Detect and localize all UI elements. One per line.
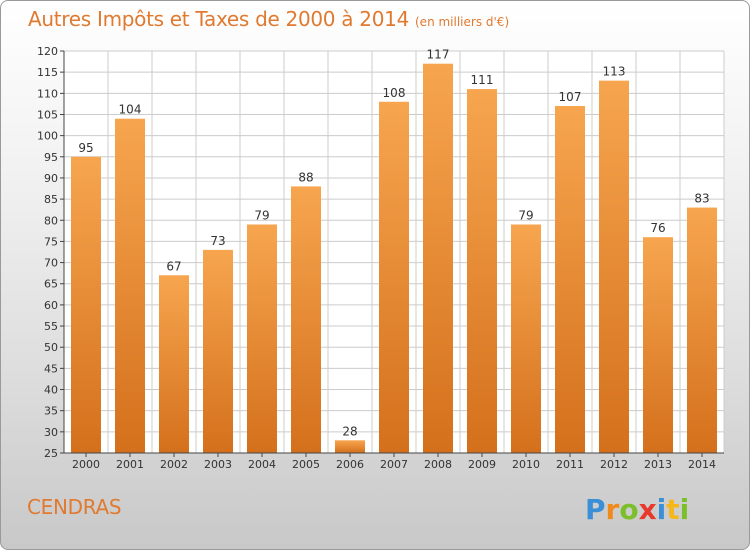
bar-value-label: 95	[78, 141, 93, 155]
bar	[115, 118, 145, 453]
x-tick-label: 2006	[336, 458, 364, 471]
x-tick-label: 2011	[556, 458, 584, 471]
proxiti-logo: Proxiti	[585, 493, 689, 526]
bar-value-label: 107	[559, 90, 582, 104]
x-tick-label: 2004	[248, 458, 276, 471]
bar	[291, 186, 321, 453]
bar-value-label: 88	[298, 170, 313, 184]
bar	[379, 101, 409, 454]
svg-text:Proxiti: Proxiti	[585, 493, 689, 526]
title-main: Autres Impôts et Taxes de 2000 à 2014	[28, 7, 409, 31]
bar	[335, 440, 365, 453]
commune-label: CENDRAS	[27, 495, 122, 519]
bar-value-label: 76	[650, 221, 665, 235]
x-tick-label: 2007	[380, 458, 408, 471]
y-tick-label: 55	[44, 320, 58, 333]
x-tick-label: 2002	[160, 458, 188, 471]
bars: 95 104 67 73 79 88 28 108 117 111 79 107 113 76 83	[71, 48, 717, 454]
bar-value-label: 79	[254, 208, 269, 222]
y-tick-label: 40	[44, 384, 58, 397]
bar-value-label: 73	[210, 234, 225, 248]
x-tick-label: 2009	[468, 458, 496, 471]
title-unit: (en milliers d'€)	[415, 15, 510, 29]
x-tick-label: 2000	[72, 458, 100, 471]
y-tick-label: 115	[37, 66, 58, 79]
y-tick-label: 110	[37, 87, 58, 100]
y-tick-label: 80	[44, 214, 58, 227]
axes: 25 30 35 40 45 50 55 60 65 70 75 80 85 90 95 100 105 110 1…	[37, 45, 724, 471]
bar	[467, 89, 497, 453]
bar-value-label: 83	[694, 192, 709, 206]
bar-value-label: 111	[471, 73, 494, 87]
bar-value-label: 28	[342, 424, 357, 438]
y-tick-label: 60	[44, 299, 58, 312]
y-tick-label: 25	[44, 447, 58, 460]
y-tick-label: 120	[37, 45, 58, 58]
x-tick-label: 2012	[600, 458, 628, 471]
x-tick-label: 2008	[424, 458, 452, 471]
bar-value-label: 108	[383, 86, 406, 100]
y-tick-label: 105	[37, 108, 58, 121]
y-tick-label: 100	[37, 130, 58, 143]
y-tick-label: 45	[44, 362, 58, 375]
x-tick-label: 2010	[512, 458, 540, 471]
y-tick-label: 35	[44, 405, 58, 418]
y-tick-label: 90	[44, 172, 58, 185]
bar	[599, 80, 629, 453]
bar	[203, 249, 233, 453]
y-tick-label: 85	[44, 193, 58, 206]
x-tick-label: 2014	[688, 458, 716, 471]
bar	[511, 224, 541, 453]
bar	[687, 207, 717, 453]
bar	[555, 106, 585, 453]
x-tick-label: 2005	[292, 458, 320, 471]
chart-title: Autres Impôts et Taxes de 2000 à 2014 (en…	[28, 7, 509, 31]
x-tick-label: 2003	[204, 458, 232, 471]
bar-value-label: 117	[427, 48, 450, 62]
y-tick-label: 65	[44, 278, 58, 291]
x-tick-label: 2001	[116, 458, 144, 471]
bar	[423, 63, 453, 454]
y-tick-label: 70	[44, 257, 58, 270]
y-tick-label: 30	[44, 426, 58, 439]
bar	[159, 275, 189, 453]
bar	[643, 237, 673, 453]
bar-value-label: 104	[119, 103, 142, 117]
y-tick-label: 75	[44, 235, 58, 248]
x-tick-label: 2013	[644, 458, 672, 471]
y-tick-label: 95	[44, 151, 58, 164]
bar-chart: 95 104 67 73 79 88 28 108 117 111 79 107 113 76 83 25 3…	[37, 45, 725, 471]
bar-value-label: 113	[603, 65, 626, 79]
bar	[247, 224, 277, 453]
bar	[71, 156, 101, 453]
bar-value-label: 67	[166, 259, 181, 273]
bar-value-label: 79	[518, 208, 533, 222]
y-tick-label: 50	[44, 341, 58, 354]
